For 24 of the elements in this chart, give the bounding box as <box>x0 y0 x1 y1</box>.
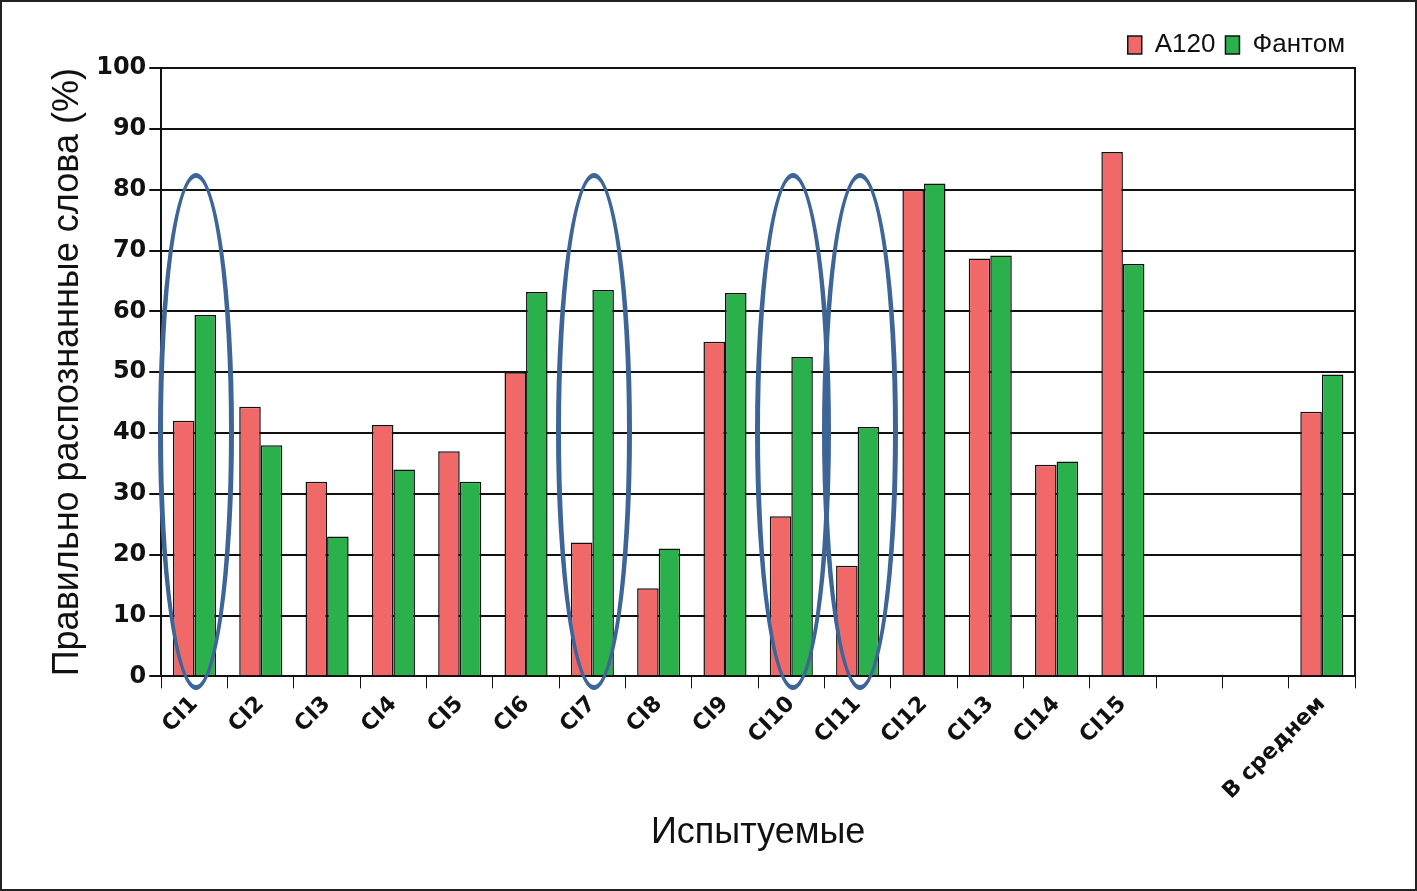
y-tick-label: 70 <box>112 234 147 263</box>
y-tick-label: 0 <box>129 660 147 689</box>
y-tick-label: 60 <box>112 295 147 324</box>
y-tick-label: 30 <box>112 478 147 507</box>
y-axis-title: Правильно распознанные слова (%) <box>44 68 86 677</box>
x-axis-title: Испытуемые <box>650 810 866 852</box>
y-tick-label: 50 <box>112 356 147 385</box>
x-tick-label: CI1 <box>156 690 203 737</box>
legend-label: Фантом <box>1252 28 1346 59</box>
x-tick-label: CI3 <box>288 690 335 737</box>
y-tick-label: 20 <box>112 538 147 567</box>
y-tick-label: 10 <box>112 599 147 628</box>
y-tick-label: 40 <box>112 417 147 446</box>
x-tick-label: CI7 <box>554 690 600 737</box>
y-tick-label: 100 <box>96 52 147 81</box>
x-tick-label: CI9 <box>686 690 733 737</box>
x-tick-label: CI2 <box>222 690 269 737</box>
x-tick-label: CI6 <box>487 690 534 737</box>
x-tick-label: CI4 <box>355 690 401 737</box>
x-tick-label: CI5 <box>421 690 468 737</box>
legend-label: A120 <box>1154 28 1216 59</box>
x-tick-label: CI8 <box>620 690 667 737</box>
y-tick-label: 90 <box>112 113 147 142</box>
y-tick-label: 80 <box>112 173 147 202</box>
